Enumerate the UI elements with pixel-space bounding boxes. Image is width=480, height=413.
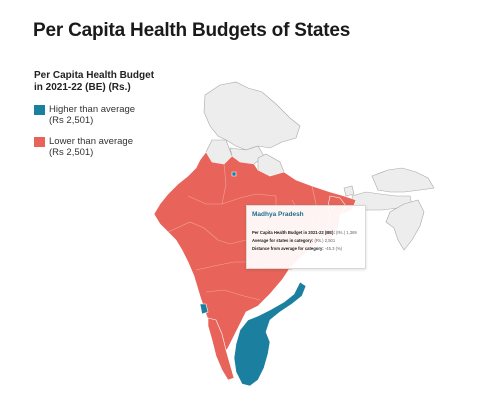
- tooltip-distance-label: Distance from average for category:: [252, 246, 324, 251]
- state-tooltip: Madhya Pradesh Per Capita Health Budget …: [246, 205, 366, 269]
- legend-swatch-higher: [34, 105, 45, 115]
- legend-swatch-lower: [34, 137, 45, 147]
- region-jammu-kashmir-ladakh[interactable]: [203, 81, 301, 151]
- tooltip-average-value: (Rs.) 2,501: [314, 238, 336, 243]
- region-goa-higher[interactable]: [199, 303, 209, 315]
- tooltip-row-distance: Distance from average for category: -45.…: [252, 246, 342, 251]
- legend-item-lower[interactable]: Lower than average (Rs 2,501): [34, 136, 194, 158]
- legend-title: Per Capita Health Budget in 2021-22 (BE)…: [34, 70, 194, 94]
- legend-label-higher-line1: Higher than average: [49, 104, 136, 115]
- legend-label-lower-line2: (Rs 2,501): [49, 147, 94, 158]
- page-title: Per Capita Health Budgets of States: [33, 20, 351, 41]
- region-sikkim[interactable]: [343, 185, 355, 197]
- map-legend: Per Capita Health Budget in 2021-22 (BE)…: [34, 70, 194, 158]
- tooltip-budget-label: Per Capita Health Budget in 2021-22 (BE)…: [252, 230, 335, 235]
- tooltip-row-average: Average for states in category: (Rs.) 2,…: [252, 238, 335, 243]
- legend-title-line2: in 2021-22 (BE) (Rs.): [34, 82, 131, 93]
- legend-label-higher-line2: (Rs 2,501): [49, 115, 94, 126]
- region-arunachal-pradesh[interactable]: [371, 167, 435, 193]
- tooltip-average-label: Average for states in category:: [252, 238, 314, 243]
- tooltip-state-name: Madhya Pradesh: [252, 211, 304, 218]
- region-andhra-tamilnadu-higher[interactable]: [233, 281, 307, 387]
- legend-title-line1: Per Capita Health Budget: [34, 70, 155, 81]
- region-kerala[interactable]: [207, 317, 235, 381]
- legend-label-lower-line1: Lower than average: [49, 136, 133, 147]
- tooltip-budget-value: (Rs.) 1,369: [336, 230, 357, 235]
- region-delhi-higher[interactable]: [231, 171, 237, 177]
- region-nagaland-manipur-mizoram-tripura[interactable]: [385, 199, 425, 251]
- legend-item-higher[interactable]: Higher than average (Rs 2,501): [34, 104, 194, 126]
- tooltip-distance-value: -45.3 (%): [324, 246, 343, 251]
- tooltip-row-budget: Per Capita Health Budget in 2021-22 (BE)…: [252, 230, 357, 235]
